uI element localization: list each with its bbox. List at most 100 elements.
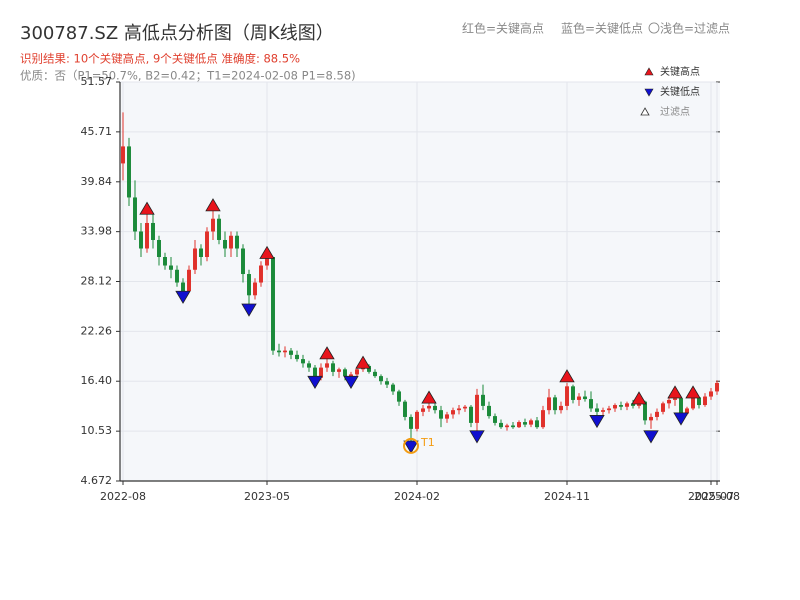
candle-body xyxy=(547,397,551,411)
candle-body xyxy=(247,274,251,296)
y-tick-label: 33.98 xyxy=(81,225,113,238)
candle-body xyxy=(169,265,173,270)
candle-body xyxy=(571,386,575,400)
plot: 4.672 10.53 16.40 22.26 28.12 33.98 39.84 45.71… xyxy=(81,75,740,503)
candle-body xyxy=(625,403,629,407)
candle-body xyxy=(583,396,587,400)
candle-body xyxy=(487,405,491,417)
chart-subtitle: 识别结果: 10个关键高点, 9个关键低点 准确度: 88.5% xyxy=(20,52,300,66)
candle-body xyxy=(193,248,197,270)
x-tick-label: 2024-11 xyxy=(544,490,590,503)
candle-body xyxy=(133,197,137,232)
candle-body xyxy=(511,425,515,428)
candle-body xyxy=(385,381,389,385)
candle-body xyxy=(685,408,689,414)
candle-body xyxy=(187,269,191,292)
candle-body xyxy=(259,265,263,283)
y-tick-label: 45.71 xyxy=(81,125,113,138)
header-legend: 红色=关键高点 xyxy=(462,21,544,36)
legend-symbol xyxy=(640,107,650,116)
candle-body xyxy=(307,363,311,368)
candle-body xyxy=(553,397,557,411)
candle-body xyxy=(343,369,347,377)
candle-body xyxy=(541,410,545,428)
candle-body xyxy=(157,239,161,258)
x-tick-label: 2025-07 xyxy=(688,490,734,503)
candle-body xyxy=(175,269,179,283)
key-point-marker xyxy=(631,391,647,405)
candle-body xyxy=(613,405,617,409)
candle-body xyxy=(151,222,155,240)
x-tick-label: 2024-02 xyxy=(394,490,440,503)
candle-body xyxy=(373,371,377,377)
key-point-marker xyxy=(643,430,659,444)
candle-body xyxy=(337,369,341,372)
candle-body xyxy=(445,414,449,419)
key-point-marker xyxy=(343,375,359,390)
candle-body xyxy=(709,391,713,397)
candle-body xyxy=(403,401,407,417)
candle-body xyxy=(703,396,707,406)
key-point-marker xyxy=(259,245,275,259)
y-tick-label: 16.40 xyxy=(81,374,113,387)
candle-body xyxy=(145,222,149,249)
candle-body xyxy=(469,406,473,423)
chart-subtitle-2: 优质：否（P1=50.7%, B2=0.42；T1=2024-02-08 P1=… xyxy=(20,69,356,83)
legend-label: 过滤点 xyxy=(660,105,690,118)
candle-body xyxy=(523,422,527,425)
candle-body xyxy=(439,410,443,419)
candle-body xyxy=(241,248,245,275)
y-tick-label: 10.53 xyxy=(81,424,113,437)
candle-body xyxy=(199,248,203,258)
candle-body xyxy=(331,363,335,372)
candle-body xyxy=(595,408,599,412)
legend-symbol xyxy=(644,67,654,76)
candle-body xyxy=(679,398,683,414)
candle-body xyxy=(655,411,659,417)
candle-body xyxy=(277,350,281,353)
candle-body xyxy=(589,399,593,409)
candle-body xyxy=(349,374,353,377)
candle-body xyxy=(631,403,635,406)
candle-body xyxy=(559,405,563,411)
candle-body xyxy=(433,405,437,411)
candle-body xyxy=(601,410,605,412)
key-point-marker xyxy=(559,369,575,383)
header-legend: 〇浅色=过滤点 xyxy=(648,22,730,36)
candle-body xyxy=(391,384,395,392)
candle-body xyxy=(529,420,533,425)
candle-body xyxy=(619,405,623,407)
y-tick-label: 39.84 xyxy=(81,175,113,188)
candle-body xyxy=(565,386,569,406)
candle-body xyxy=(223,239,227,249)
candle-body xyxy=(355,369,359,375)
candle-body xyxy=(673,398,677,400)
candle-body xyxy=(163,257,167,266)
key-point-marker xyxy=(469,430,485,444)
key-point-marker xyxy=(307,375,323,390)
key-point-marker xyxy=(589,415,605,429)
candle-body xyxy=(181,282,185,292)
candle-body xyxy=(265,257,269,266)
candle-body xyxy=(643,401,647,421)
candle-body xyxy=(367,365,371,372)
candle-body xyxy=(289,350,293,355)
candle-body xyxy=(427,405,431,409)
key-point-marker xyxy=(667,385,683,399)
candle-body xyxy=(481,394,485,406)
candle-body xyxy=(697,397,701,406)
key-point-marker xyxy=(355,355,371,369)
candle-body xyxy=(139,231,143,249)
key-point-marker xyxy=(403,440,419,454)
candle-body xyxy=(607,408,611,411)
candle-body xyxy=(211,218,215,232)
candle-body xyxy=(577,396,581,400)
legend-label: 关键低点 xyxy=(660,85,700,98)
candle-body xyxy=(325,363,329,368)
annotation-ring xyxy=(403,437,419,454)
candle-body xyxy=(121,146,125,164)
candle-body xyxy=(379,376,383,382)
key-point-marker xyxy=(673,412,689,426)
candle-body xyxy=(301,359,305,364)
key-point-marker xyxy=(685,385,701,399)
